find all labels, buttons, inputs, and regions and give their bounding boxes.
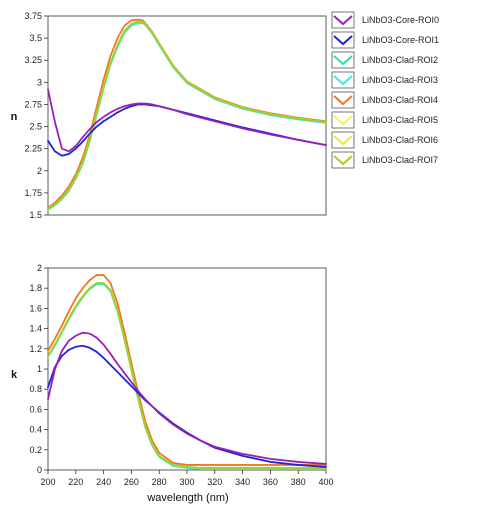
x-axis-title: wavelength (nm) <box>146 492 228 504</box>
n-y-tick-label: 2.75 <box>24 99 42 109</box>
n-y-tick-label: 2.25 <box>24 144 42 154</box>
legend-swatch-line <box>333 35 353 46</box>
legend: LiNbO3-Core-ROI0 LiNbO3-Core-ROI1 LiNbO3-C… <box>330 11 462 170</box>
legend-swatch-box <box>331 131 355 149</box>
k-series-linbo3-clad-roi2 <box>47 282 327 469</box>
x-tick-label: 200 <box>40 477 55 487</box>
k-y-tick-label: 1.8 <box>29 283 42 293</box>
legend-label: LiNbO3-Core-ROI1 <box>362 35 439 45</box>
x-tick-label: 240 <box>96 477 111 487</box>
k-plot-frame <box>47 267 327 471</box>
n-y-tick-label: 2 <box>37 166 42 176</box>
n-y-tick-label: 3.5 <box>29 33 42 43</box>
legend-swatch-line <box>333 95 353 106</box>
legend-swatch-box <box>331 31 355 49</box>
x-tick-label: 380 <box>291 477 306 487</box>
k-series-linbo3-core-roi0 <box>47 331 327 465</box>
legend-label: LiNbO3-Clad-ROI2 <box>362 55 438 65</box>
n-plot-frame <box>47 15 327 216</box>
k-y-tick-label: 1.6 <box>29 303 42 313</box>
legend-swatch-line <box>333 15 353 26</box>
k-series-linbo3-clad-roi3 <box>47 283 327 470</box>
k-series-linbo3-clad-roi6 <box>47 282 327 469</box>
k-y-tick-label: 0.6 <box>29 404 42 414</box>
x-tick-label: 360 <box>263 477 278 487</box>
k-series-linbo3-clad-roi5 <box>47 282 327 469</box>
legend-swatch-line <box>333 55 353 66</box>
k-y-ticks: 0 0.2 0.4 0.6 0.8 1 1.2 1.4 1.6 1.8 2 <box>29 263 48 475</box>
legend-swatch-line <box>333 135 353 146</box>
k-plot: 0 0.2 0.4 0.6 0.8 1 1.2 1.4 1.6 1.8 2 200 220 240 260… <box>11 263 334 504</box>
x-tick-label: 400 <box>318 477 333 487</box>
n-y-axis-title: n <box>11 111 18 123</box>
legend-swatch-box <box>331 71 355 89</box>
x-tick-label: 340 <box>235 477 250 487</box>
k-y-tick-label: 0.8 <box>29 384 42 394</box>
legend-swatch-box <box>331 151 355 169</box>
legend-swatch-box <box>331 51 355 69</box>
legend-swatch-line <box>333 75 353 86</box>
legend-label: LiNbO3-Clad-ROI6 <box>362 135 438 145</box>
x-tick-label: 280 <box>152 477 167 487</box>
n-series-linbo3-clad-roi7 <box>47 20 327 210</box>
n-y-tick-label: 1.5 <box>29 210 42 220</box>
x-tick-label: 300 <box>179 477 194 487</box>
legend-label: LiNbO3-Clad-ROI7 <box>362 155 438 165</box>
n-y-ticks: 1.5 1.75 2 2.25 2.5 2.75 3 3.25 3.5 3.75 <box>24 11 48 220</box>
n-y-tick-label: 3.25 <box>24 55 42 65</box>
k-y-tick-label: 0.4 <box>29 425 42 435</box>
n-y-tick-label: 3.75 <box>24 11 42 21</box>
n-y-tick-label: 2.5 <box>29 122 42 132</box>
legend-label: LiNbO3-Core-ROI0 <box>362 15 439 25</box>
k-y-tick-label: 1.2 <box>29 344 42 354</box>
legend-swatch-box <box>331 11 355 29</box>
n-plot: 1.5 1.75 2 2.25 2.5 2.75 3 3.25 3.5 3.75 n <box>11 11 327 220</box>
k-y-tick-label: 1.4 <box>29 324 42 334</box>
k-series-linbo3-clad-roi7 <box>47 282 327 469</box>
k-series-group <box>47 274 327 470</box>
n-series-linbo3-core-roi0 <box>47 88 327 153</box>
legend-swatch-box <box>331 91 355 109</box>
k-y-tick-label: 0 <box>37 465 42 475</box>
legend-swatch-box <box>331 111 355 129</box>
k-y-axis-title: k <box>11 369 18 381</box>
k-x-ticks: 200 220 240 260 280 300 320 340 360 380 400 <box>40 470 334 487</box>
k-y-tick-label: 1 <box>37 364 42 374</box>
legend-label: LiNbO3-Clad-ROI3 <box>362 75 438 85</box>
k-y-tick-label: 2 <box>37 263 42 273</box>
n-y-tick-label: 3 <box>37 77 42 87</box>
legend-label: LiNbO3-Clad-ROI4 <box>362 95 438 105</box>
n-y-tick-label: 1.75 <box>24 188 42 198</box>
x-tick-label: 320 <box>207 477 222 487</box>
legend-label: LiNbO3-Clad-ROI5 <box>362 115 438 125</box>
legend-swatch-line <box>333 115 353 126</box>
n-series-group <box>47 18 327 211</box>
x-tick-label: 220 <box>68 477 83 487</box>
x-tick-label: 260 <box>124 477 139 487</box>
k-y-tick-label: 0.2 <box>29 445 42 455</box>
legend-swatch-line <box>333 155 353 166</box>
k-series-linbo3-clad-roi4 <box>47 274 327 466</box>
k-series-linbo3-core-roi1 <box>47 344 327 468</box>
